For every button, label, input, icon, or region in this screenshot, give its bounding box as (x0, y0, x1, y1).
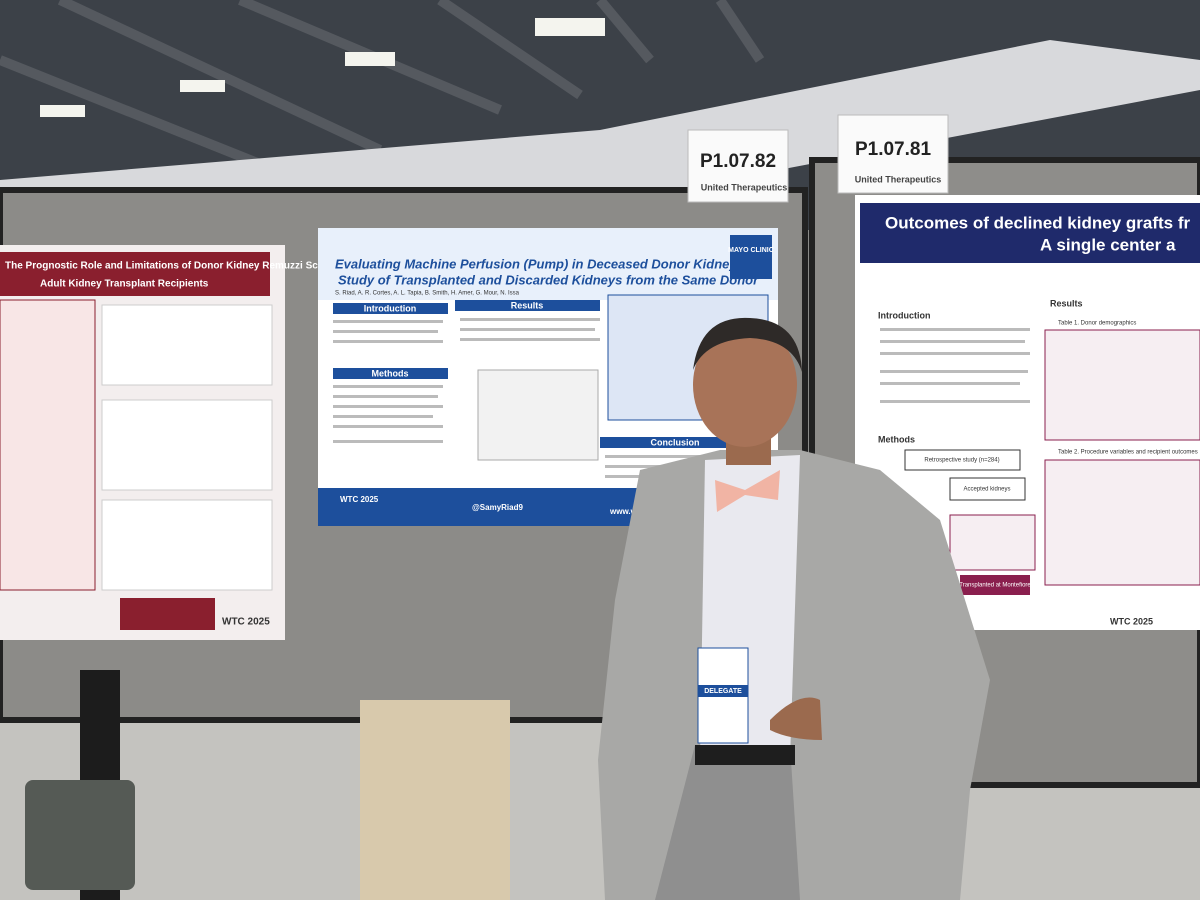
poster-header (860, 203, 1200, 263)
hand (770, 697, 822, 740)
section-title: Methods (372, 368, 409, 378)
poster-title: Evaluating Machine Perfusion (Pump) in D… (335, 256, 761, 271)
section-bar (600, 437, 750, 448)
sign-sponsor: United Therapeutics (855, 174, 942, 184)
table-title: Table 1. Donor demographics (1058, 321, 1136, 327)
flow-box (904, 449, 1021, 471)
table-title: Table 2. Procedure variables and recipie… (1058, 450, 1198, 456)
poster-table (1044, 329, 1200, 441)
trousers (655, 745, 800, 900)
sign-sponsor: United Therapeutics (701, 182, 788, 192)
bow-tie (715, 470, 780, 512)
section-bar (333, 368, 448, 379)
poster-table (101, 399, 273, 491)
poster-footer: WTC 2025 (222, 617, 270, 628)
poster-chart (477, 369, 599, 461)
poster-authors: S. Riad, A. R. Cortes, A. L. Tapia, B. S… (335, 291, 520, 297)
poster-footer: WTC 2025 (340, 495, 379, 504)
poster-footer: WTC 2025 (1110, 616, 1153, 626)
flow-box (949, 514, 1036, 571)
section-title: Introduction (364, 303, 417, 313)
section-title: Introduction (878, 310, 931, 320)
sign-code: P1.07.82 (700, 151, 776, 172)
poster-table (1044, 459, 1200, 586)
sign (837, 114, 949, 194)
section-title: Methods (878, 434, 915, 444)
background-person (360, 700, 510, 900)
sign (687, 129, 789, 203)
ceiling-duct (0, 40, 1200, 215)
poster-handle: @SamyRiad9 (472, 503, 523, 512)
poster-title: The Prognostic Role and Limitations of D… (5, 261, 345, 272)
hair (693, 317, 802, 372)
poster-title: Study of Transplanted and Discarded Kidn… (338, 272, 759, 287)
poster-figure (101, 304, 273, 386)
badge-role: DELEGATE (704, 688, 742, 695)
flow-label: Transplanted at Montefiore (959, 583, 1031, 589)
badge-band (698, 685, 748, 697)
section-title: Results (1050, 298, 1083, 308)
poster-title: Outcomes of declined kidney grafts fr (885, 213, 1191, 232)
section-bar (455, 300, 600, 311)
flow-label: Retrospective study (n=284) (924, 458, 999, 464)
poster-column (0, 299, 96, 591)
poster-title: A single center a (1040, 235, 1176, 254)
bag (25, 780, 135, 890)
flow-box (960, 575, 1030, 595)
logo (730, 235, 772, 279)
poster-box (120, 598, 215, 630)
flow-box (949, 477, 1026, 501)
poster-header (0, 252, 270, 296)
section-title: Results (511, 300, 544, 310)
section-title: Conclusion (651, 437, 700, 447)
section-bar (333, 303, 448, 314)
face (693, 323, 797, 447)
poster-header (318, 228, 778, 300)
belt (695, 745, 795, 765)
text-lines (880, 328, 1030, 403)
logo-text: MAYO CLINIC (728, 247, 774, 254)
poster-title: Adult Kidney Transplant Recipients (40, 279, 209, 290)
flow-label: Accepted kidneys (963, 487, 1010, 493)
sign-code: P1.07.81 (855, 139, 931, 160)
poster-table (101, 499, 273, 591)
